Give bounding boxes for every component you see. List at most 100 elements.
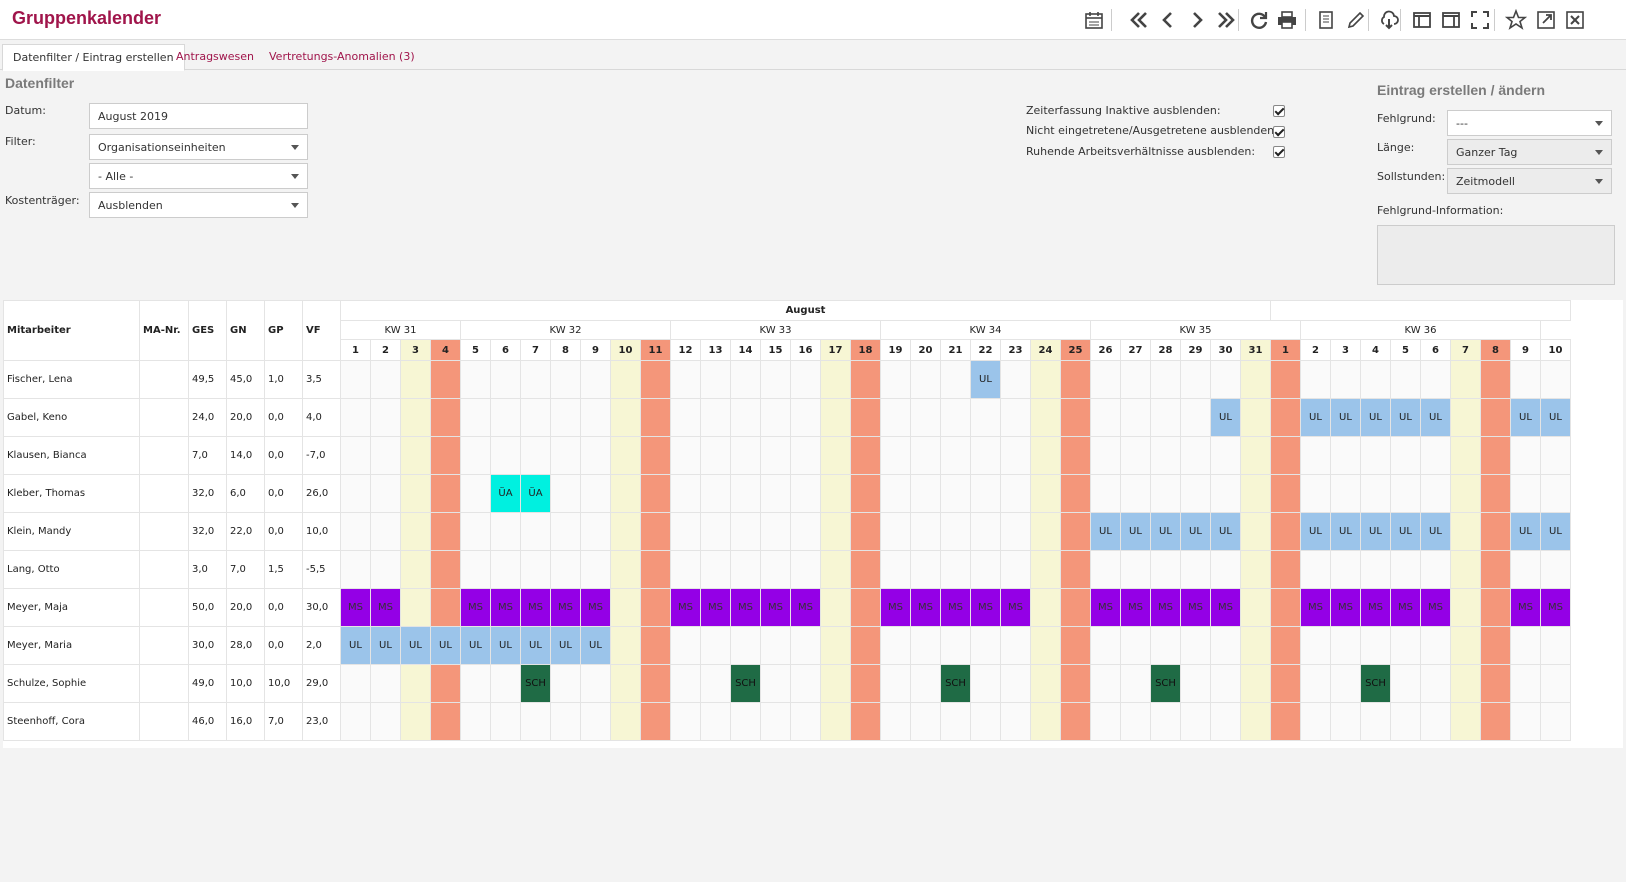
day-cell[interactable]	[1300, 550, 1331, 589]
column-header-gp[interactable]: GP	[264, 300, 303, 361]
day-cell[interactable]	[370, 550, 401, 589]
day-cell[interactable]	[850, 626, 881, 665]
absence-entry[interactable]: UL	[1390, 512, 1421, 551]
day-cell[interactable]	[970, 512, 1001, 551]
absence-entry[interactable]: UL	[580, 626, 611, 665]
day-cell[interactable]	[1180, 550, 1211, 589]
laenge-select[interactable]: Ganzer Tag	[1447, 139, 1612, 165]
day-cell[interactable]	[790, 436, 821, 475]
day-cell[interactable]	[1030, 436, 1061, 475]
day-cell[interactable]	[850, 702, 881, 741]
absence-entry[interactable]: UL	[1300, 398, 1331, 437]
day-cell[interactable]	[670, 702, 701, 741]
employee-name[interactable]: Schulze, Sophie	[3, 664, 140, 703]
day-cell[interactable]	[910, 626, 941, 665]
day-cell[interactable]	[1000, 360, 1031, 399]
day-cell[interactable]	[580, 360, 611, 399]
day-cell[interactable]	[610, 550, 641, 589]
day-cell[interactable]	[820, 436, 851, 475]
day-cell[interactable]	[940, 512, 971, 551]
day-cell[interactable]	[1120, 474, 1151, 513]
day-cell[interactable]	[1060, 664, 1091, 703]
day-cell[interactable]	[730, 398, 761, 437]
day-cell[interactable]	[610, 474, 641, 513]
day-cell[interactable]	[1510, 436, 1541, 475]
day-cell[interactable]	[490, 436, 521, 475]
day-cell[interactable]	[1540, 436, 1571, 475]
absence-entry[interactable]: MS	[670, 588, 701, 627]
absence-entry[interactable]: UL	[520, 626, 551, 665]
expand-button[interactable]	[1466, 6, 1494, 34]
day-cell[interactable]	[880, 474, 911, 513]
day-cell[interactable]	[910, 550, 941, 589]
day-cell[interactable]	[1000, 398, 1031, 437]
day-cell[interactable]	[1210, 474, 1241, 513]
day-cell[interactable]	[400, 664, 431, 703]
double-chevron-right-button[interactable]	[1212, 6, 1240, 34]
day-cell[interactable]	[1150, 360, 1181, 399]
day-cell[interactable]	[1480, 360, 1511, 399]
day-cell[interactable]	[1480, 512, 1511, 551]
day-cell[interactable]	[1420, 474, 1451, 513]
day-cell[interactable]	[1150, 550, 1181, 589]
day-cell[interactable]	[670, 512, 701, 551]
refresh-button[interactable]	[1245, 6, 1273, 34]
day-cell[interactable]	[1240, 398, 1271, 437]
star-button[interactable]	[1502, 6, 1530, 34]
day-cell[interactable]	[1420, 360, 1451, 399]
absence-entry[interactable]: MS	[1300, 588, 1331, 627]
layout-left-button[interactable]	[1408, 6, 1436, 34]
absence-entry[interactable]: UL	[1510, 512, 1541, 551]
absence-entry[interactable]: MS	[520, 588, 551, 627]
absence-entry[interactable]: UL	[1330, 398, 1361, 437]
absence-entry[interactable]: UL	[490, 626, 521, 665]
day-cell[interactable]	[1180, 360, 1211, 399]
day-cell[interactable]	[430, 664, 461, 703]
day-cell[interactable]	[1210, 436, 1241, 475]
day-cell[interactable]	[1000, 512, 1031, 551]
day-cell[interactable]	[640, 664, 671, 703]
day-cell[interactable]	[640, 474, 671, 513]
day-cell[interactable]	[1270, 702, 1301, 741]
day-cell[interactable]	[1330, 360, 1361, 399]
day-cell[interactable]	[520, 360, 551, 399]
day-cell[interactable]	[430, 588, 461, 627]
day-cell[interactable]	[400, 474, 431, 513]
day-cell[interactable]	[670, 436, 701, 475]
day-cell[interactable]	[400, 588, 431, 627]
day-cell[interactable]	[1060, 626, 1091, 665]
day-cell[interactable]	[1180, 626, 1211, 665]
day-cell[interactable]	[340, 702, 371, 741]
day-cell[interactable]	[760, 702, 791, 741]
day-cell[interactable]	[730, 360, 761, 399]
day-cell[interactable]	[760, 436, 791, 475]
day-cell[interactable]	[580, 474, 611, 513]
day-cell[interactable]	[370, 474, 401, 513]
day-cell[interactable]	[490, 702, 521, 741]
absence-entry[interactable]: UL	[400, 626, 431, 665]
day-cell[interactable]	[910, 702, 941, 741]
absence-entry[interactable]: SCH	[1150, 664, 1181, 703]
day-cell[interactable]	[1090, 398, 1121, 437]
day-cell[interactable]	[1360, 360, 1391, 399]
day-cell[interactable]	[370, 398, 401, 437]
day-cell[interactable]	[1420, 550, 1451, 589]
day-cell[interactable]	[490, 550, 521, 589]
day-cell[interactable]	[820, 588, 851, 627]
day-cell[interactable]	[970, 436, 1001, 475]
day-cell[interactable]	[1060, 588, 1091, 627]
day-cell[interactable]	[430, 702, 461, 741]
day-cell[interactable]	[1210, 702, 1241, 741]
day-cell[interactable]	[370, 664, 401, 703]
day-cell[interactable]	[1240, 626, 1271, 665]
day-cell[interactable]	[760, 398, 791, 437]
day-cell[interactable]	[1450, 702, 1481, 741]
day-cell[interactable]	[580, 550, 611, 589]
day-cell[interactable]	[1270, 436, 1301, 475]
day-cell[interactable]	[1450, 436, 1481, 475]
day-cell[interactable]	[970, 398, 1001, 437]
day-cell[interactable]	[820, 512, 851, 551]
day-cell[interactable]	[340, 664, 371, 703]
day-cell[interactable]	[520, 512, 551, 551]
day-cell[interactable]	[670, 626, 701, 665]
